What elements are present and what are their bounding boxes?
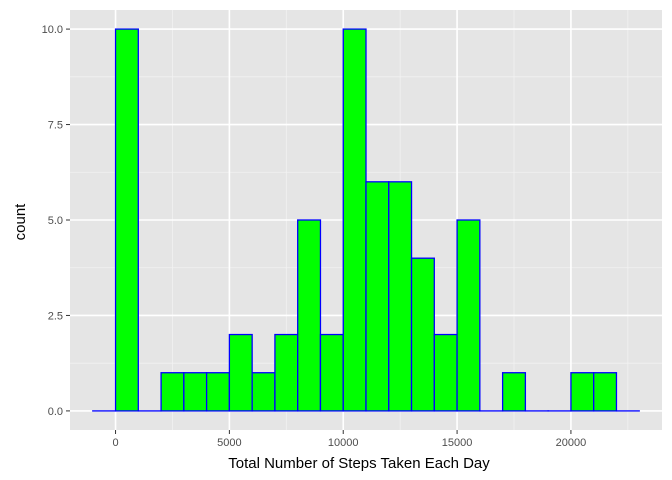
histogram-bar [433,333,458,412]
histogram-bar [297,219,322,412]
x-tick-label: 5000 [217,437,241,449]
y-tick-label: 0.0 [48,406,63,418]
y-tick-label: 10.0 [42,24,63,36]
y-tick-label: 7.5 [48,120,63,132]
histogram-bar [342,28,367,412]
histogram-bar [205,372,231,412]
histogram-bar [114,28,139,412]
x-axis-title: Total Number of Steps Taken Each Day [228,455,490,472]
y-axis-title: count [12,203,29,241]
y-tick-label: 5.0 [48,215,63,227]
y-tick-label: 2.5 [48,310,63,322]
histogram-bar [410,257,435,412]
x-tick-label: 20000 [556,437,587,449]
x-tick-label: 0 [112,437,118,449]
histogram-bar [319,333,344,412]
histogram-bar [593,372,618,412]
histogram-bar [160,372,185,412]
x-tick-label: 10000 [328,437,359,449]
histogram-bar [388,181,413,412]
histogram-bar [365,181,390,412]
histogram-bar [501,372,527,412]
x-axis-ticks: 0 5000 10000 15000 20000 [112,430,586,449]
histogram-bar [183,372,208,412]
histogram-bar [251,372,276,412]
y-axis-ticks: 0.0 2.5 5.0 7.5 10.0 [42,24,70,418]
histogram-bars [92,28,640,412]
histogram-bar [274,333,299,412]
histogram-bar [456,219,481,412]
histogram-bar [570,372,595,412]
histogram-bar [228,333,253,412]
x-tick-label: 15000 [442,437,473,449]
